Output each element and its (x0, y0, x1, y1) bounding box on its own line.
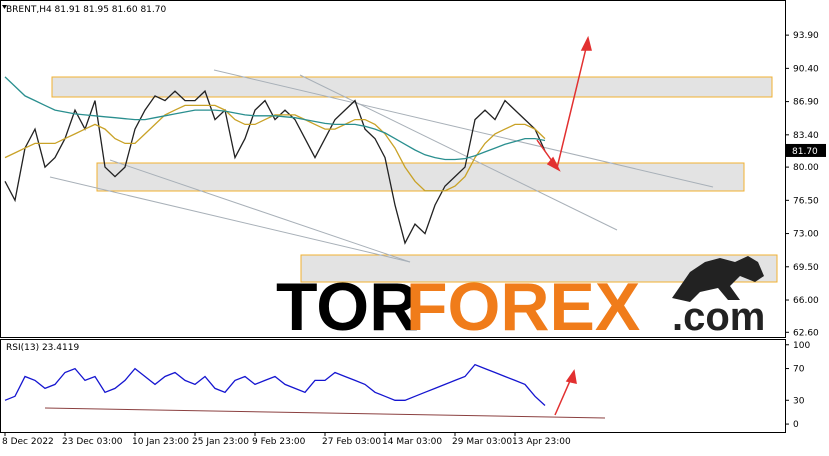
watermark-bull (672, 256, 764, 302)
y-tick-label: 73.00 (793, 230, 819, 240)
y-tick-label: 70 (793, 365, 805, 375)
x-tick-label: 23 Dec 03:00 (62, 437, 123, 447)
y-tick-label: 62.60 (793, 328, 819, 338)
rsi-title: RSI(13) 23.4119 (6, 343, 79, 353)
x-tick-label: 10 Jan 23:00 (132, 437, 189, 447)
y-tick-label: 86.90 (793, 98, 819, 108)
trend-lines (49, 69, 714, 263)
y-tick-label: 100 (793, 341, 810, 351)
x-tick-label: 27 Feb 03:00 (322, 437, 381, 447)
trend-line (299, 74, 618, 231)
forecast-arrows (536, 35, 592, 416)
y-tick-label: 83.40 (793, 131, 819, 141)
y-tick-label: 30 (793, 396, 805, 406)
watermark-com: .com (672, 295, 765, 339)
x-tick-label: 25 Jan 23:00 (192, 437, 249, 447)
x-tick-label: 14 Mar 03:00 (382, 437, 442, 447)
rsi-trend-line (44, 407, 606, 419)
arrow-head (580, 35, 592, 51)
zone (51, 76, 773, 98)
trend-line (109, 159, 411, 263)
y-tick-label: 90.40 (793, 64, 819, 74)
title-marker (2, 5, 7, 9)
x-tick-label: 8 Dec 2022 (2, 437, 54, 447)
price-marker (786, 143, 826, 157)
y-tick-label: 93.90 (793, 31, 819, 41)
series-line (4, 363, 546, 406)
rsi-panel (0, 339, 786, 433)
series-line (4, 89, 546, 245)
y-tick-label: 0 (793, 420, 799, 430)
x-tick-label: 9 Feb 23:00 (252, 437, 306, 447)
price-marker-label: 81.70 (792, 147, 818, 157)
y-tick-label: 80.00 (793, 163, 819, 173)
y-tick-label: 69.50 (793, 263, 819, 273)
price-title: BRENT,H4 81.91 81.95 81.60 81.70 (6, 5, 166, 15)
series-layer (4, 76, 546, 406)
series-line (4, 104, 546, 192)
arrow-head (565, 369, 577, 384)
watermark-tor: TOR (276, 269, 418, 345)
x-tick-label: 29 Mar 03:00 (452, 437, 512, 447)
watermark-forex: FOREX (406, 269, 640, 345)
y-tick-label: 66.00 (793, 296, 819, 306)
trend-line (49, 176, 411, 263)
series-line (4, 76, 546, 161)
watermark: TOR FOREX .com (276, 256, 765, 345)
arrow-head (546, 156, 561, 172)
y-tick-label: 76.50 (793, 196, 819, 206)
x-tick-label: 13 Apr 23:00 (512, 437, 571, 447)
trend-line (213, 69, 714, 188)
